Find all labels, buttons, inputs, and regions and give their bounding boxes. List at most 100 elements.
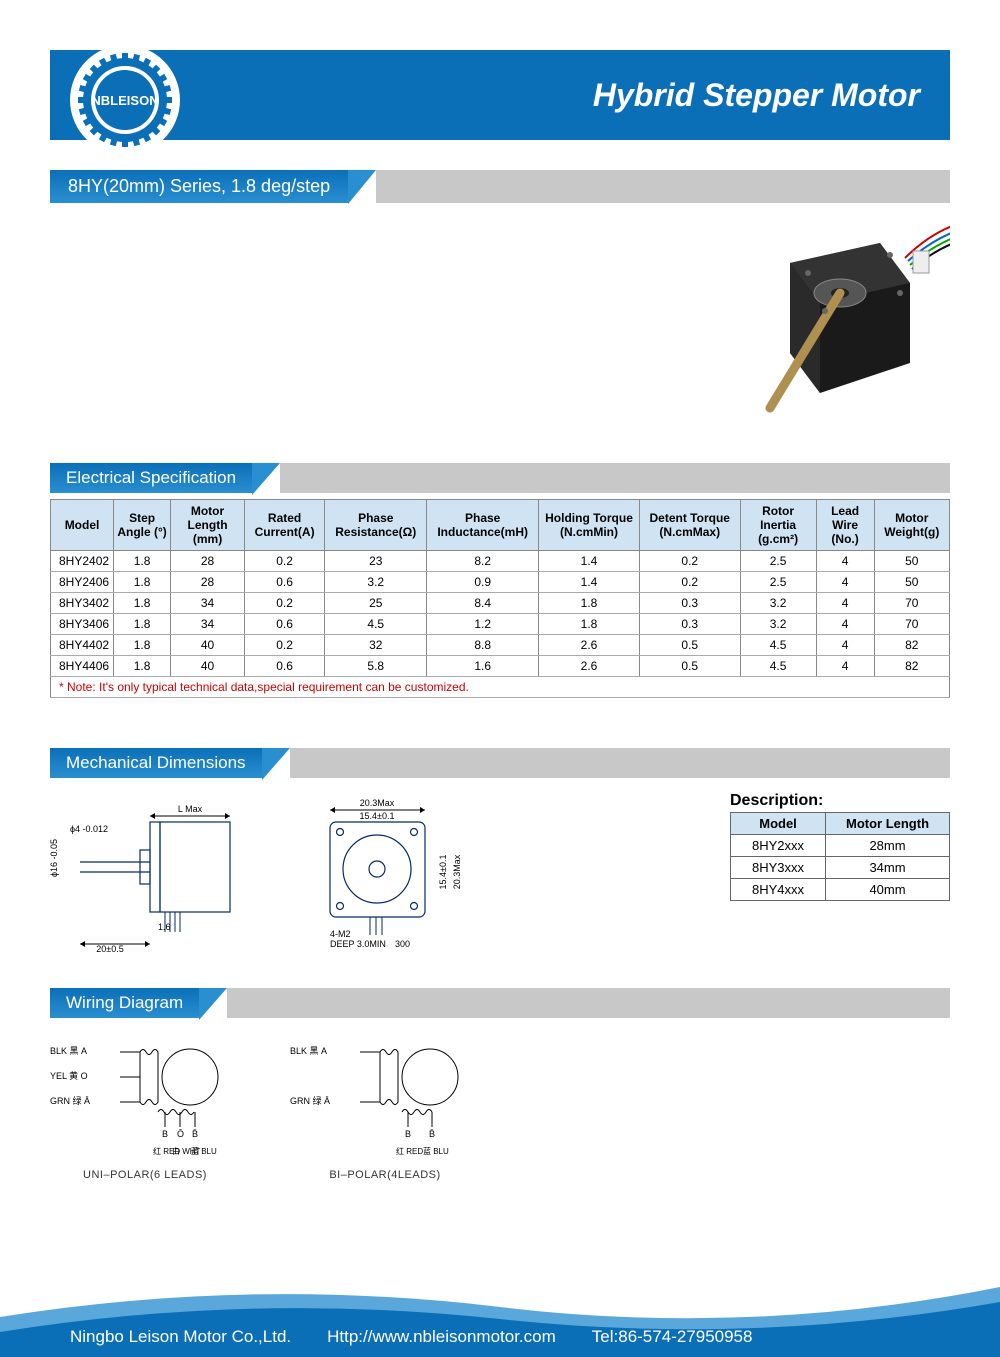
wiring-unipolar: BLK 黑 A YEL 黄 O GRN 绿 Ā B Ō B̄ 红 RED 白 W…	[50, 1032, 240, 1181]
spec-cell: 40	[171, 656, 245, 677]
wire-label: GRN 绿 Ā	[50, 1095, 90, 1106]
spec-cell: 82	[874, 656, 949, 677]
spec-col-header: Rotor Inertia (g.cm²)	[740, 500, 816, 551]
dim-hole: 4-M2	[330, 929, 351, 939]
spec-cell: 0.3	[639, 593, 740, 614]
spec-cell: 4	[816, 572, 874, 593]
spec-cell: 50	[874, 572, 949, 593]
wire-label: 红 RED	[396, 1146, 423, 1156]
desc-cell: 34mm	[826, 857, 950, 879]
spec-col-header: Detent Torque (N.cmMax)	[639, 500, 740, 551]
table-row: 8HY44021.8400.2328.82.60.54.5482	[51, 635, 950, 656]
spec-cell: 1.8	[539, 614, 640, 635]
spec-cell: 4	[816, 656, 874, 677]
spec-cell: 1.6	[427, 656, 539, 677]
wire-label: B	[162, 1129, 168, 1139]
gear-logo-icon: NBLEISON	[75, 50, 175, 150]
header-bar: NBLEISON Hybrid Stepper Motor	[50, 50, 950, 140]
spec-cell: 1.4	[539, 572, 640, 593]
spec-cell: 4	[816, 635, 874, 656]
spec-cell: 3.2	[740, 614, 816, 635]
table-row: 8HY34021.8340.2258.41.80.33.2470	[51, 593, 950, 614]
spec-cell: 1.8	[114, 572, 171, 593]
spec-cell: 0.6	[244, 656, 324, 677]
dim-shaft-len: 20±0.5	[96, 944, 123, 954]
spec-cell: 40	[171, 635, 245, 656]
series-section-header: 8HY(20mm) Series, 1.8 deg/step	[50, 170, 950, 203]
spec-cell: 28	[171, 551, 245, 572]
spec-cell: 0.5	[639, 656, 740, 677]
spec-cell: 1.8	[114, 635, 171, 656]
wire-label: GRN 绿 Ā	[290, 1095, 330, 1106]
spec-col-header: Phase Resistance(Ω)	[325, 500, 427, 551]
spec-cell: 34	[171, 614, 245, 635]
spec-cell: 3.2	[740, 593, 816, 614]
spec-cell: 25	[325, 593, 427, 614]
table-row: 8HY44061.8400.65.81.62.60.54.5482	[51, 656, 950, 677]
spec-cell: 8HY3402	[51, 593, 114, 614]
spec-cell: 4	[816, 551, 874, 572]
mechanical-section-header: Mechanical Dimensions	[50, 748, 950, 778]
mechanical-title: Mechanical Dimensions	[50, 748, 262, 778]
spec-note-row: * Note: It's only typical technical data…	[51, 677, 950, 698]
wire-label: B̄	[192, 1129, 198, 1139]
spec-cell: 8.8	[427, 635, 539, 656]
spec-cell: 1.4	[539, 551, 640, 572]
spec-cell: 23	[325, 551, 427, 572]
spec-cell: 0.5	[639, 635, 740, 656]
spec-cell: 4.5	[325, 614, 427, 635]
dim-hole2: DEEP 3.0MIN	[330, 939, 386, 949]
footer-company: Ningbo Leison Motor Co.,Ltd.	[70, 1327, 291, 1347]
dim-lead: 300	[395, 939, 410, 949]
spec-col-header: Motor Weight(g)	[874, 500, 949, 551]
spec-cell: 0.6	[244, 614, 324, 635]
spec-col-header: Holding Torque (N.cmMin)	[539, 500, 640, 551]
wire-label: B	[405, 1129, 411, 1139]
table-row: 8HY34061.8340.64.51.21.80.33.2470	[51, 614, 950, 635]
spec-cell: 8HY2406	[51, 572, 114, 593]
dim-width-v: 20.3Max	[452, 854, 462, 889]
spec-cell: 50	[874, 551, 949, 572]
mech-side-view: L Max ϕ4 -0.012 ϕ16 -0.05 20±0.5 1.6	[50, 792, 260, 962]
spec-cell: 32	[325, 635, 427, 656]
spec-cell: 8HY2402	[51, 551, 114, 572]
electrical-title: Electrical Specification	[50, 463, 252, 493]
table-row: 8HY24021.8280.2238.21.40.22.5450	[51, 551, 950, 572]
dim-inner: 15.4±0.1	[360, 811, 395, 821]
spec-cell: 1.8	[114, 551, 171, 572]
dim-flange: 1.6	[158, 922, 171, 932]
spec-col-header: Rated Current(A)	[244, 500, 324, 551]
table-row: 8HY4xxx40mm	[731, 879, 950, 901]
spec-col-header: Model	[51, 500, 114, 551]
spec-cell: 2.6	[539, 635, 640, 656]
spec-cell: 0.6	[244, 572, 324, 593]
spec-cell: 1.8	[114, 593, 171, 614]
spec-cell: 0.2	[639, 551, 740, 572]
spec-col-header: Lead Wire (No.)	[816, 500, 874, 551]
dim-inner-v: 15.4±0.1	[438, 855, 448, 890]
motor-photo	[690, 213, 950, 433]
spec-cell: 4	[816, 593, 874, 614]
spec-cell: 34	[171, 593, 245, 614]
desc-cell: 40mm	[826, 879, 950, 901]
spec-cell: 0.2	[244, 635, 324, 656]
mech-front-view: 20.3Max 15.4±0.1 15.4±0.1 20.3Max 4-M2 D…	[300, 792, 480, 962]
spec-cell: 1.8	[114, 614, 171, 635]
dim-width: 20.3Max	[360, 798, 395, 808]
wiring-title: Wiring Diagram	[50, 988, 199, 1018]
spec-cell: 8HY4402	[51, 635, 114, 656]
spec-cell: 1.2	[427, 614, 539, 635]
spec-cell: 70	[874, 593, 949, 614]
spec-cell: 0.2	[244, 551, 324, 572]
spec-col-header: Step Angle (°)	[114, 500, 171, 551]
spec-cell: 8.4	[427, 593, 539, 614]
spec-cell: 3.2	[325, 572, 427, 593]
spec-cell: 2.6	[539, 656, 640, 677]
spec-cell: 4.5	[740, 656, 816, 677]
wiring-section-header: Wiring Diagram	[50, 988, 950, 1018]
spec-cell: 82	[874, 635, 949, 656]
dim-body-d: ϕ16 -0.05	[50, 839, 59, 877]
logo: NBLEISON	[70, 45, 180, 155]
desc-col-header: Model	[731, 813, 826, 835]
spec-cell: 0.2	[244, 593, 324, 614]
